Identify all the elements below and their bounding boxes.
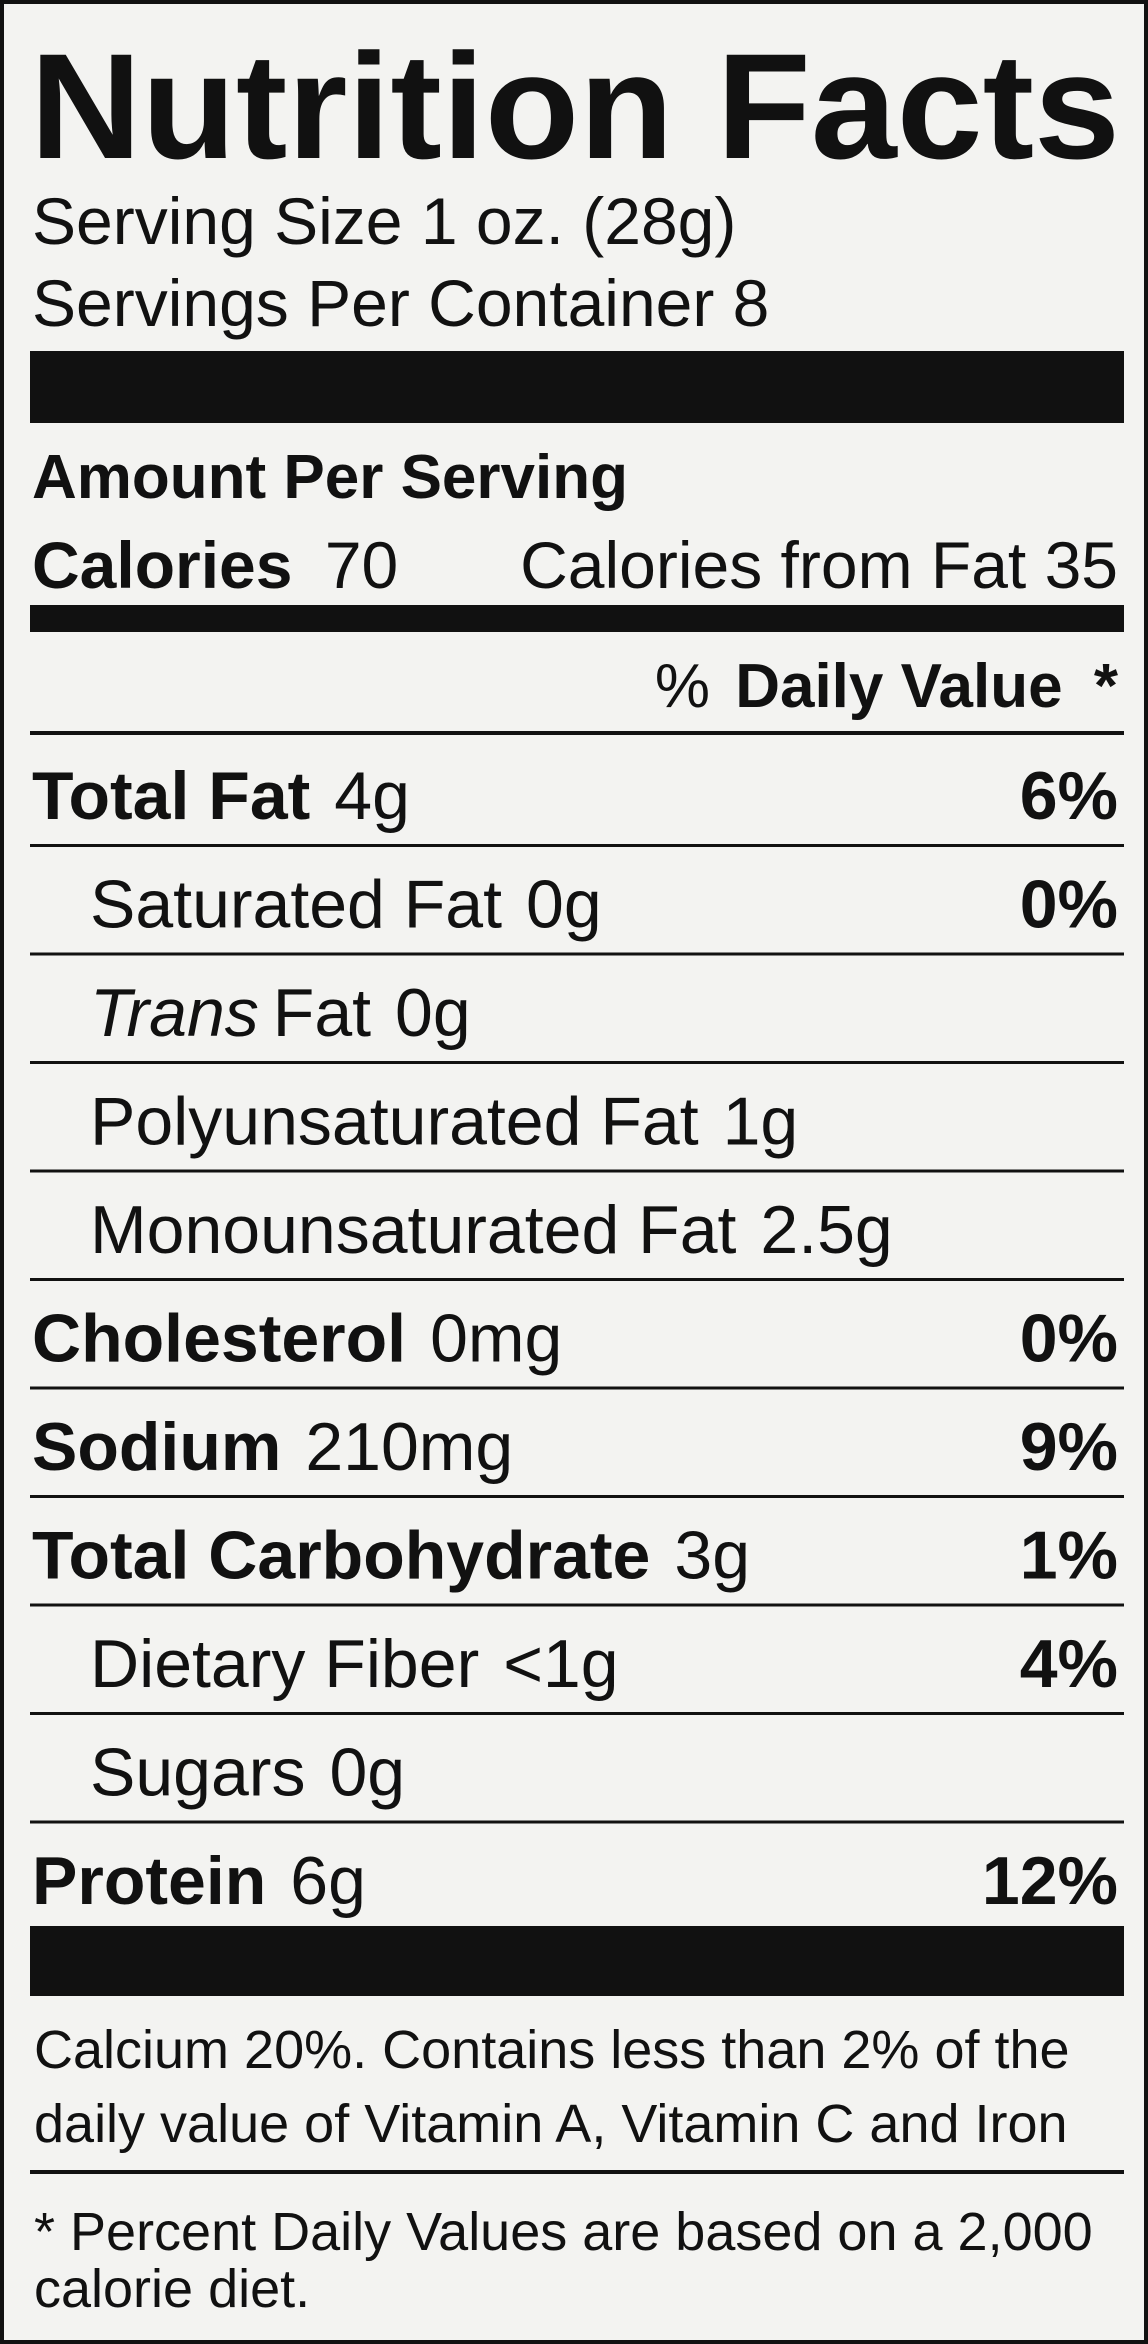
nutrient-name: Total Fat	[32, 758, 310, 834]
nutrient-amount: 1g	[723, 1084, 799, 1160]
footnote: Calcium 20%. Contains less than 2% of th…	[34, 2020, 1070, 2080]
rule	[30, 731, 1124, 735]
nutrient-line: Saturated Fat 0g	[90, 867, 602, 943]
nutrient-amount: <1g	[503, 1626, 618, 1702]
medium-bar	[30, 605, 1124, 632]
nutrient-line: Sodium 210mg	[32, 1409, 513, 1485]
calories-line: Calories 70	[32, 528, 398, 602]
footnote: daily value of Vitamin A, Vitamin C and …	[34, 2094, 1068, 2154]
rule	[30, 1386, 1124, 1390]
daily-percent: 1%	[1020, 1518, 1118, 1594]
nutrient-name: Cholesterol	[32, 1301, 406, 1377]
daily-percent: 0%	[1020, 1301, 1118, 1377]
footnote: calorie diet.	[34, 2259, 310, 2319]
rule	[30, 1495, 1124, 1498]
nutrient-line: Total Fat 4g	[32, 758, 410, 834]
daily-percent: 6%	[1020, 758, 1118, 834]
nutrient-amount: 0g	[329, 1735, 405, 1811]
amount-per-serving: Amount Per Serving	[32, 443, 628, 512]
rule	[30, 1169, 1124, 1173]
nutrient-line: Protein 6g	[32, 1843, 366, 1919]
footnote: * Percent Daily Values are based on a 2,…	[34, 2202, 1093, 2262]
nutrient-name: Fat	[273, 975, 371, 1051]
daily-percent: 12%	[982, 1843, 1118, 1919]
daily-percent: 4%	[1020, 1626, 1118, 1702]
serving-size: Serving Size 1 oz. (28g)	[32, 184, 736, 258]
nutrient-line: Total Carbohydrate 3g	[32, 1518, 750, 1594]
rule	[30, 1820, 1124, 1824]
nutrient-amount: 3g	[674, 1518, 750, 1594]
calories-value: 70	[325, 528, 398, 602]
nutrient-amount: 2.5g	[760, 1192, 892, 1268]
rule	[30, 1712, 1124, 1715]
title: Nutrition Facts	[30, 22, 1120, 190]
nutrient-name-italic: Trans	[90, 975, 259, 1051]
dv-label: Daily Value	[735, 652, 1062, 721]
nutrient-name: Sodium	[32, 1409, 281, 1485]
nutrient-line: Dietary Fiber <1g	[90, 1626, 619, 1702]
rule	[30, 952, 1124, 956]
nutrient-amount: 4g	[334, 758, 410, 834]
rule	[30, 1278, 1124, 1281]
rule	[30, 1061, 1124, 1064]
nutrient-name: Total Carbohydrate	[32, 1518, 650, 1594]
nutrient-line: Sugars 0g	[90, 1735, 405, 1811]
nutrient-name: Dietary Fiber	[90, 1626, 479, 1702]
rule	[30, 1603, 1124, 1607]
nutrient-amount: 0g	[395, 975, 471, 1051]
nutrient-name: Polyunsaturated Fat	[90, 1084, 699, 1160]
nutrient-amount: 6g	[290, 1843, 366, 1919]
nutrient-line: Monounsaturated Fat 2.5g	[90, 1192, 893, 1268]
thick-bar	[30, 1926, 1124, 1996]
daily-value-header: % Daily Value *	[655, 652, 1119, 721]
daily-percent: 0%	[1020, 867, 1118, 943]
nutrient-line: Polyunsaturated Fat 1g	[90, 1084, 798, 1160]
nutrient-line: Trans Fat 0g	[90, 975, 471, 1051]
nutrient-amount: 0mg	[430, 1301, 562, 1377]
calories-label: Calories	[32, 528, 292, 602]
daily-percent: 9%	[1020, 1409, 1118, 1485]
nutrient-name: Protein	[32, 1843, 266, 1919]
dv-suffix: *	[1094, 652, 1119, 721]
nutrient-name: Monounsaturated Fat	[90, 1192, 737, 1268]
rule	[30, 2170, 1124, 2174]
thick-bar	[30, 351, 1124, 423]
rule	[30, 844, 1124, 847]
nutrient-name: Saturated Fat	[90, 867, 502, 943]
nutrient-amount: 210mg	[305, 1409, 513, 1485]
dv-prefix: %	[655, 652, 710, 721]
nutrient-name: Sugars	[90, 1735, 305, 1811]
calories-from-fat: Calories from Fat 35	[520, 528, 1118, 602]
nutrient-amount: 0g	[526, 867, 602, 943]
nutrient-line: Cholesterol 0mg	[32, 1301, 562, 1377]
servings-per-container: Servings Per Container 8	[32, 266, 769, 340]
